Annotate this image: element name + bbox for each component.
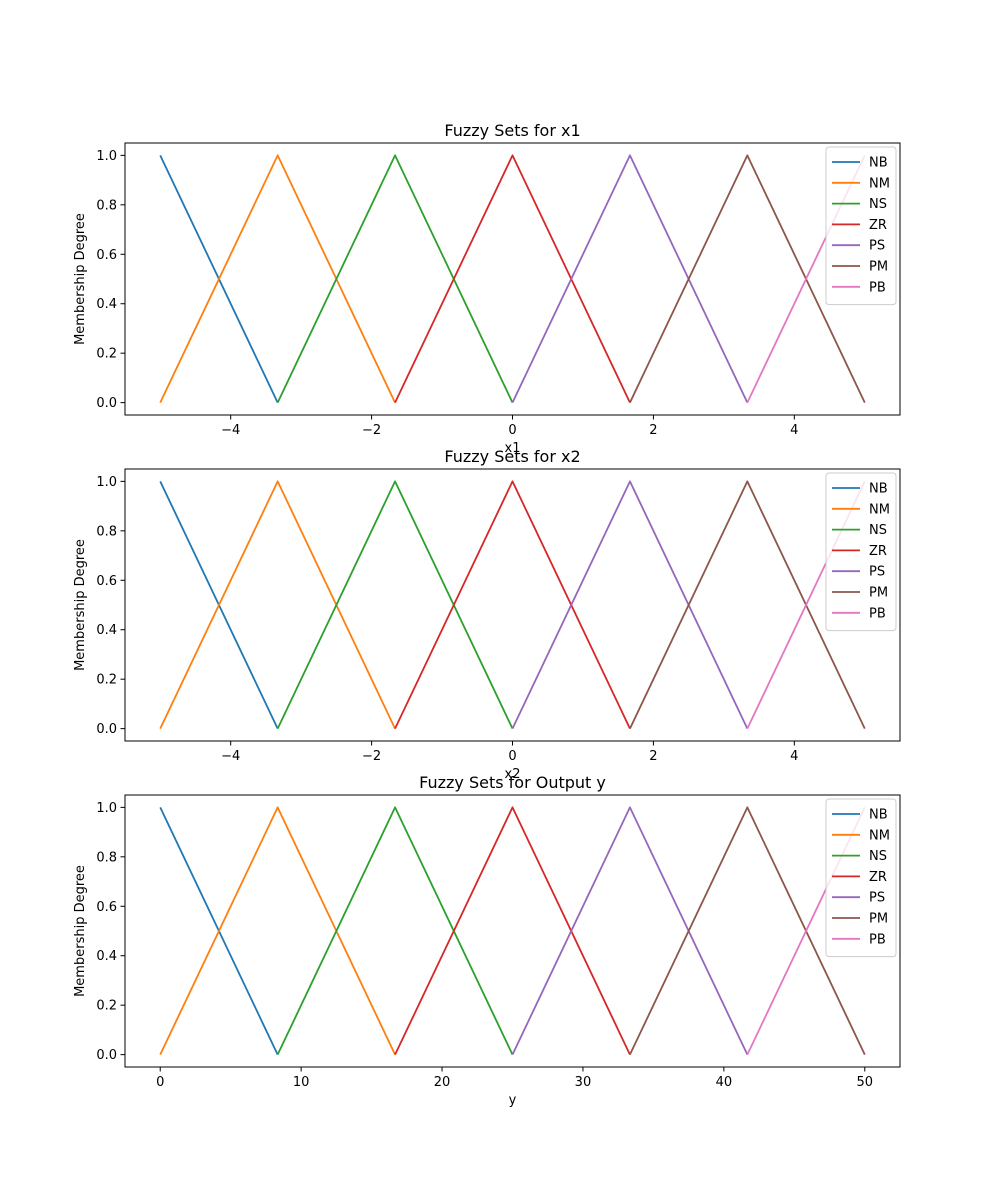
x-tick-label: 40	[716, 1075, 733, 1090]
legend-label-zr: ZR	[869, 870, 887, 885]
legend-label-ps: PS	[869, 565, 885, 580]
series-line-ps	[511, 480, 749, 730]
x-tick-label: 30	[575, 1075, 592, 1090]
legend-label-pm: PM	[869, 586, 888, 601]
y-tick-label: 0.8	[96, 198, 117, 213]
axes-frame	[124, 794, 901, 1068]
series-line-ns	[276, 480, 514, 730]
x-tick-label: 0	[156, 1075, 164, 1090]
legend: NB NM NS ZR PS PM PB	[825, 798, 897, 958]
series-line-zr	[394, 480, 631, 730]
legend-label-zr: ZR	[869, 218, 887, 233]
y-tick-label: 0.4	[96, 623, 117, 638]
x-tick-label: 2	[649, 749, 657, 764]
x-tick-label: 4	[790, 749, 798, 764]
y-tick-label: 1.0	[96, 475, 117, 490]
legend-label-ns: NS	[869, 523, 887, 538]
y-tick-label: 0.8	[96, 524, 117, 539]
chart-title: Fuzzy Sets for Output y	[419, 773, 606, 792]
x-tick-label: −2	[362, 749, 381, 764]
x-tick-label: 4	[790, 423, 798, 438]
series-line-zr	[394, 154, 631, 404]
legend-label-pb: PB	[869, 280, 886, 295]
legend-label-ns: NS	[869, 197, 887, 212]
y-tick-label: 1.0	[96, 149, 117, 164]
legend-label-nb: NB	[869, 482, 888, 497]
x-axis-label: x2	[505, 767, 521, 782]
chart-title: Fuzzy Sets for x1	[444, 121, 580, 140]
y-tick-label: 1.0	[96, 801, 117, 816]
legend-label-ps: PS	[869, 239, 885, 254]
series-line-ps	[511, 806, 749, 1056]
y-tick-label: 0.2	[96, 999, 117, 1014]
y-axis-label: Membership Degree	[73, 213, 88, 345]
series-line-nm	[159, 154, 396, 404]
subplot-3: 0 10 20 30 40 50 0.0 0.2 0.4 0.6 0.8 1.0 y Membership…	[73, 773, 901, 1108]
legend: NB NM NS ZR PS PM PB	[825, 472, 897, 632]
legend-label-ps: PS	[869, 891, 885, 906]
legend-label-pm: PM	[869, 260, 888, 275]
subplot-1: −4 −2 0 2 4 0.0 0.2 0.4 0.6 0.8 1.0 x1 Membership De…	[73, 121, 901, 456]
x-axis-label: x1	[505, 441, 521, 456]
legend-label-pm: PM	[869, 912, 888, 927]
y-axis-label: Membership Degree	[73, 865, 88, 997]
x-tick-label: −4	[221, 749, 240, 764]
series-line-pm	[629, 806, 866, 1056]
y-tick-label: 0.2	[96, 673, 117, 688]
legend-label-nm: NM	[869, 176, 890, 191]
y-tick-label: 0.0	[96, 722, 117, 737]
legend: NB NM NS ZR PS PM PB	[825, 146, 897, 306]
y-tick-label: 0.8	[96, 850, 117, 865]
series-line-pm	[629, 480, 866, 730]
legend-label-nb: NB	[869, 808, 888, 823]
y-tick-label: 0.4	[96, 297, 117, 312]
subplot-2: −4 −2 0 2 4 0.0 0.2 0.4 0.6 0.8 1.0 x2 Membership De…	[73, 447, 901, 782]
y-tick-label: 0.6	[96, 900, 117, 915]
series-line-ps	[511, 154, 749, 404]
y-tick-label: 0.4	[96, 949, 117, 964]
legend-label-nm: NM	[869, 828, 890, 843]
x-axis-label: y	[509, 1093, 517, 1108]
x-tick-label: 0	[508, 749, 516, 764]
x-tick-label: −4	[221, 423, 240, 438]
x-tick-label: 10	[293, 1075, 310, 1090]
series-line-ns	[276, 806, 514, 1056]
legend-label-nb: NB	[869, 156, 888, 171]
legend-label-nm: NM	[869, 502, 890, 517]
y-tick-label: 0.0	[96, 396, 117, 411]
y-tick-label: 0.2	[96, 347, 117, 362]
series-line-zr	[394, 806, 631, 1056]
y-tick-label: 0.6	[96, 574, 117, 589]
x-tick-label: 2	[649, 423, 657, 438]
x-tick-label: 0	[508, 423, 516, 438]
x-tick-label: 20	[434, 1075, 451, 1090]
series-line-nm	[159, 806, 396, 1056]
x-tick-label: −2	[362, 423, 381, 438]
series-line-pm	[629, 154, 866, 404]
legend-label-pb: PB	[869, 932, 886, 947]
y-tick-label: 0.0	[96, 1048, 117, 1063]
y-axis-label: Membership Degree	[73, 539, 88, 671]
series-line-ns	[276, 154, 514, 404]
legend-label-pb: PB	[869, 606, 886, 621]
legend-label-ns: NS	[869, 849, 887, 864]
y-tick-label: 0.6	[96, 248, 117, 263]
legend-label-zr: ZR	[869, 544, 887, 559]
x-tick-label: 50	[856, 1075, 873, 1090]
series-line-nm	[159, 480, 396, 730]
chart-title: Fuzzy Sets for x2	[444, 447, 580, 466]
